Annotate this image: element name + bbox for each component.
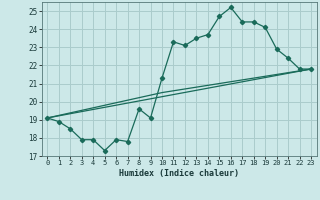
X-axis label: Humidex (Indice chaleur): Humidex (Indice chaleur) [119, 169, 239, 178]
